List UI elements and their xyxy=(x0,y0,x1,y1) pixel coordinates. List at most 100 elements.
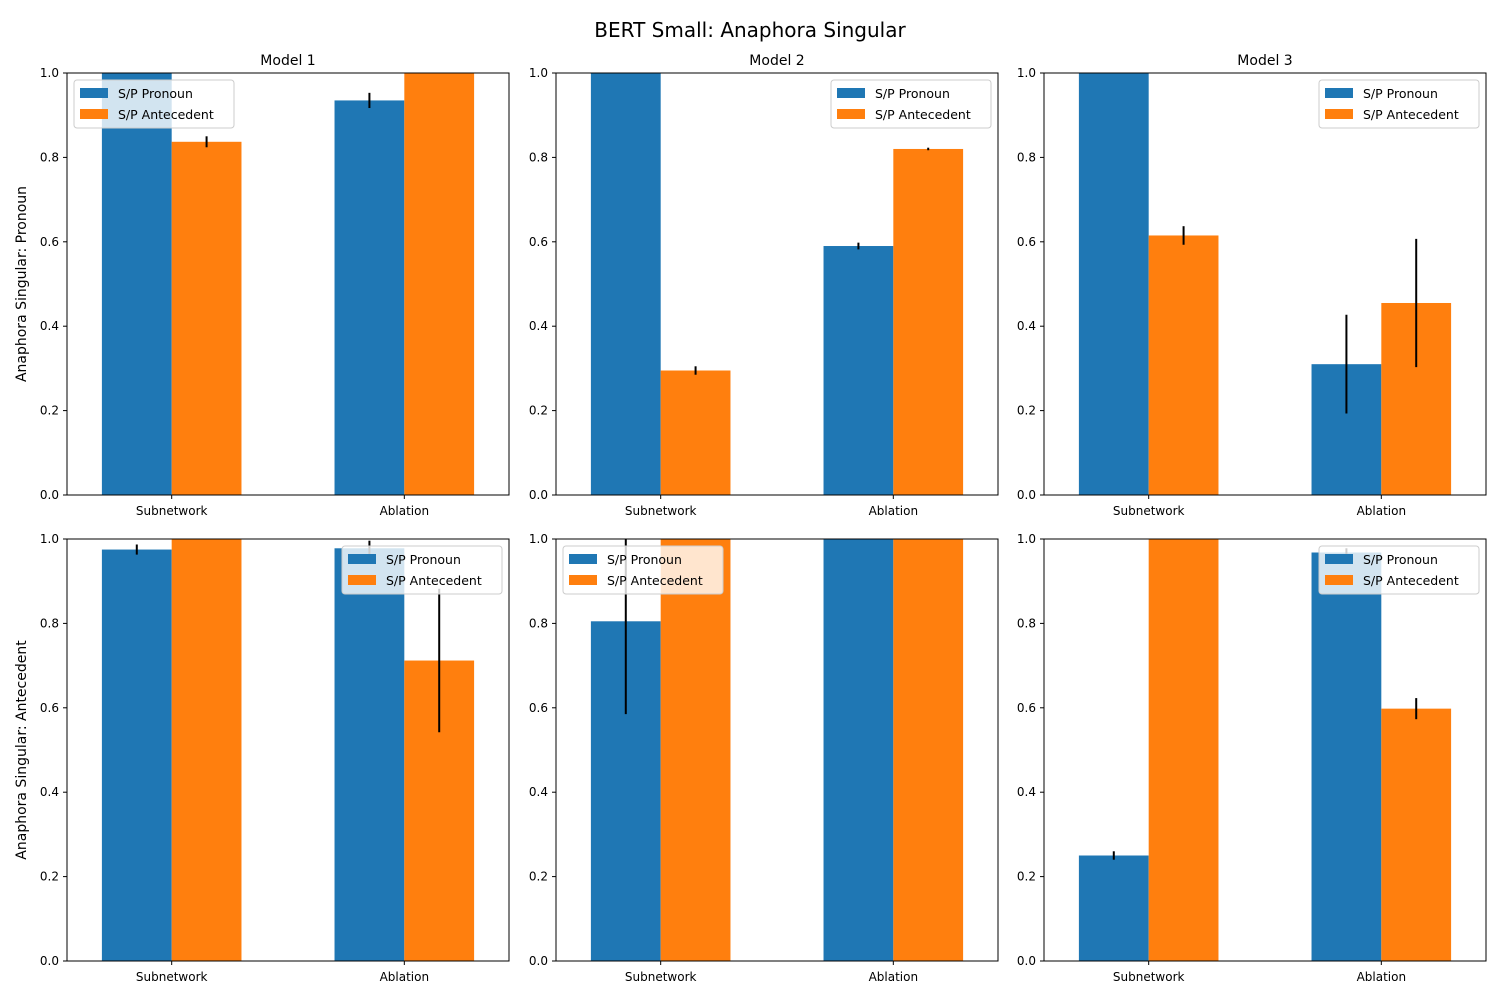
bar-antecedent-ablation xyxy=(893,539,964,961)
y-tick-label: 0.8 xyxy=(529,150,548,164)
x-tick-label: Ablation xyxy=(869,504,919,518)
x-tick-label: Ablation xyxy=(1357,970,1407,984)
y-axis-label: Anaphora Singular: Antecedent xyxy=(14,640,30,860)
bar-pronoun-subnetwork xyxy=(101,73,172,495)
y-tick-label: 0.8 xyxy=(40,150,59,164)
bar-pronoun-subnetwork xyxy=(1078,73,1149,495)
chart-panel-2: 0.0 0.2 0.4 0.6 0.8 1.0 Subnetwork Ablation Mode… xyxy=(529,53,999,518)
bar-antecedent-subnetwork xyxy=(1148,539,1219,961)
bar-pronoun-subnetwork xyxy=(101,549,172,961)
x-tick-label: Subnetwork xyxy=(136,970,208,984)
x-tick-label: Ablation xyxy=(869,970,919,984)
bar-antecedent-subnetwork xyxy=(1148,235,1219,495)
y-tick-label: 1.0 xyxy=(40,532,59,546)
legend: S/P Pronoun S/P Antecedent xyxy=(830,79,992,129)
bar-pronoun-ablation xyxy=(1311,552,1382,961)
y-tick-label: 0.4 xyxy=(1017,785,1036,799)
y-tick-label: 0.4 xyxy=(40,319,59,333)
y-tick-label: 0.4 xyxy=(529,785,548,799)
axes-frame xyxy=(66,72,510,496)
bar-antecedent-ablation xyxy=(404,73,475,495)
bar-pronoun-ablation xyxy=(334,100,405,496)
legend-box xyxy=(73,79,235,129)
legend-label-pronoun: S/P Pronoun xyxy=(386,552,461,567)
y-tick-label: 0.6 xyxy=(40,701,59,715)
x-tick-label: Subnetwork xyxy=(136,504,208,518)
x-tick-label: Subnetwork xyxy=(1113,970,1185,984)
y-tick-label: 0.2 xyxy=(40,870,59,884)
legend-swatch-pronoun xyxy=(1325,554,1353,564)
x-tick-label: Ablation xyxy=(380,504,430,518)
y-tick-label: 0.6 xyxy=(529,701,548,715)
y-tick-label: 0.0 xyxy=(1017,488,1036,502)
legend-label-antecedent: S/P Antecedent xyxy=(875,107,971,122)
bar-antecedent-subnetwork xyxy=(171,539,242,961)
legend: S/P Pronoun S/P Antecedent xyxy=(73,79,235,129)
y-tick-label: 0.0 xyxy=(529,954,548,968)
y-tick-label: 0.6 xyxy=(1017,701,1036,715)
legend-swatch-antecedent xyxy=(1325,109,1353,119)
legend-label-antecedent: S/P Antecedent xyxy=(386,573,482,588)
panels: 0.0 0.2 0.4 0.6 0.8 1.0 Subnetwork Ablation Mode… xyxy=(14,53,1487,984)
y-tick-label: 0.6 xyxy=(1017,235,1036,249)
chart-panel-4: 0.0 0.2 0.4 0.6 0.8 1.0 Subnetwork Ablation Anap… xyxy=(14,532,510,984)
panel-title: Model 3 xyxy=(1237,53,1292,69)
chart-panel-6: 0.0 0.2 0.4 0.6 0.8 1.0 Subnetwork Ablation S/P … xyxy=(1017,532,1487,984)
axes-frame xyxy=(1043,538,1487,962)
bar-antecedent-subnetwork xyxy=(660,539,731,961)
legend-label-pronoun: S/P Pronoun xyxy=(1363,552,1438,567)
chart-panel-3: 0.0 0.2 0.4 0.6 0.8 1.0 Subnetwork Ablation Mode… xyxy=(1017,53,1487,518)
legend-swatch-antecedent xyxy=(348,575,376,585)
legend-label-pronoun: S/P Pronoun xyxy=(875,86,950,101)
legend-label-pronoun: S/P Pronoun xyxy=(118,86,193,101)
legend-swatch-pronoun xyxy=(1325,88,1353,98)
bar-antecedent-subnetwork xyxy=(171,141,242,495)
bar-pronoun-ablation xyxy=(823,539,894,961)
y-tick-label: 0.0 xyxy=(40,488,59,502)
y-tick-label: 0.2 xyxy=(1017,404,1036,418)
y-tick-label: 1.0 xyxy=(529,66,548,80)
x-tick-label: Ablation xyxy=(380,970,430,984)
legend-swatch-antecedent xyxy=(1325,575,1353,585)
figure-title: BERT Small: Anaphora Singular xyxy=(594,18,906,42)
legend-box xyxy=(341,545,503,595)
y-tick-label: 0.2 xyxy=(40,404,59,418)
legend-label-antecedent: S/P Antecedent xyxy=(118,107,214,122)
chart-panel-5: 0.0 0.2 0.4 0.6 0.8 1.0 Subnetwork Ablation S/P … xyxy=(529,532,999,984)
x-tick-label: Subnetwork xyxy=(625,504,697,518)
y-tick-label: 0.6 xyxy=(40,235,59,249)
x-tick-label: Ablation xyxy=(1357,504,1407,518)
y-tick-label: 0.2 xyxy=(1017,870,1036,884)
legend-swatch-pronoun xyxy=(348,554,376,564)
legend-label-antecedent: S/P Antecedent xyxy=(1363,573,1459,588)
y-tick-label: 1.0 xyxy=(529,532,548,546)
x-tick-label: Subnetwork xyxy=(1113,504,1185,518)
y-axis-label: Anaphora Singular: Pronoun xyxy=(14,186,30,382)
legend-label-antecedent: S/P Antecedent xyxy=(1363,107,1459,122)
chart-panel-1: 0.0 0.2 0.4 0.6 0.8 1.0 Subnetwork Ablation Mode… xyxy=(14,53,510,518)
y-tick-label: 1.0 xyxy=(40,66,59,80)
legend-label-pronoun: S/P Pronoun xyxy=(607,552,682,567)
x-tick-label: Subnetwork xyxy=(625,970,697,984)
y-tick-label: 0.8 xyxy=(1017,150,1036,164)
legend-swatch-antecedent xyxy=(80,109,108,119)
legend-swatch-antecedent xyxy=(837,109,865,119)
bar-pronoun-subnetwork xyxy=(590,73,661,495)
panel-title: Model 2 xyxy=(749,53,804,69)
y-tick-label: 0.4 xyxy=(40,785,59,799)
legend-label-pronoun: S/P Pronoun xyxy=(1363,86,1438,101)
y-tick-label: 0.4 xyxy=(1017,319,1036,333)
y-tick-label: 0.0 xyxy=(40,954,59,968)
y-tick-label: 1.0 xyxy=(1017,532,1036,546)
legend-swatch-antecedent xyxy=(569,575,597,585)
y-tick-label: 0.2 xyxy=(529,404,548,418)
legend-label-antecedent: S/P Antecedent xyxy=(607,573,703,588)
y-tick-label: 0.4 xyxy=(529,319,548,333)
legend-box xyxy=(1318,545,1480,595)
y-tick-label: 0.8 xyxy=(529,616,548,630)
legend-box xyxy=(830,79,992,129)
bar-pronoun-subnetwork xyxy=(1078,855,1149,961)
y-tick-label: 0.6 xyxy=(529,235,548,249)
y-tick-label: 1.0 xyxy=(1017,66,1036,80)
